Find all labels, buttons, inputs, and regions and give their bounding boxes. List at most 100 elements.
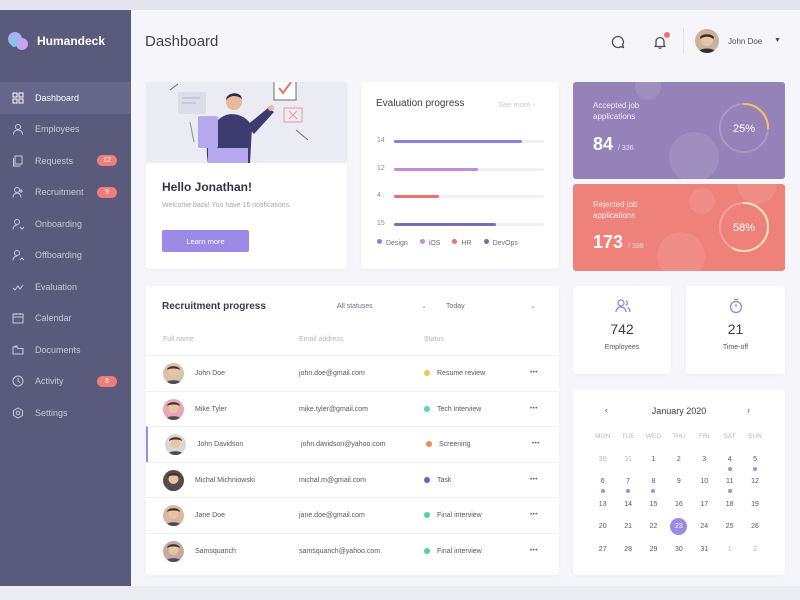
calendar-day[interactable]: 1 bbox=[651, 455, 656, 463]
calendar-day[interactable]: 16 bbox=[674, 500, 683, 508]
table-row[interactable]: John Davidson john.davidson@yahoo.com Scre… bbox=[146, 426, 559, 462]
prev-month-icon[interactable]: ‹ bbox=[605, 405, 608, 415]
calendar-day[interactable]: 28 bbox=[624, 545, 632, 553]
more-options-icon[interactable]: ••• bbox=[530, 476, 538, 483]
calendar-day[interactable]: 31 bbox=[624, 455, 632, 463]
calendar-day[interactable]: 7 bbox=[615, 475, 640, 498]
evaluation-bar-track bbox=[394, 167, 544, 171]
calendar-day[interactable]: 21 bbox=[624, 523, 632, 530]
user-avatar[interactable] bbox=[695, 29, 719, 53]
welcome-message: Welcome back! You have 16 notifications. bbox=[162, 202, 292, 209]
bell-icon[interactable] bbox=[652, 34, 668, 50]
event-dot-icon bbox=[600, 489, 605, 493]
calendar-day[interactable]: 25 bbox=[725, 523, 734, 530]
more-options-icon[interactable]: ••• bbox=[530, 405, 538, 412]
calendar-day[interactable]: 29 bbox=[649, 545, 658, 553]
date-filter-select[interactable]: Today ⌄ bbox=[446, 302, 536, 311]
top-strip bbox=[0, 0, 800, 10]
calendar-day[interactable]: 19 bbox=[751, 500, 759, 508]
candidate-name: Samsquanch bbox=[195, 547, 236, 555]
calendar-day[interactable]: 24 bbox=[700, 523, 709, 530]
sidebar-item-employees[interactable]: Employees bbox=[0, 114, 131, 146]
calendar-day[interactable]: 12 bbox=[751, 478, 759, 485]
sidebar-item-offboarding[interactable]: Offboarding bbox=[0, 240, 131, 272]
col-header-name[interactable]: Full name bbox=[163, 336, 194, 343]
calendar-day[interactable]: 5 bbox=[742, 453, 767, 476]
employees-card[interactable]: 742 Employees bbox=[573, 286, 671, 374]
col-header-email[interactable]: Email address bbox=[299, 336, 344, 343]
logo[interactable]: Humandeck bbox=[8, 30, 105, 52]
calendar-week: 20 21 22 23 24 25 26 bbox=[590, 518, 768, 543]
sidebar-item-onboarding[interactable]: Onboarding bbox=[0, 208, 131, 240]
sidebar-item-evaluation[interactable]: Evaluation bbox=[0, 271, 131, 303]
calendar-day[interactable]: 2 bbox=[676, 455, 681, 463]
calendar-day[interactable]: 18 bbox=[725, 500, 734, 508]
col-header-status[interactable]: Status bbox=[424, 336, 444, 343]
learn-more-button[interactable]: Learn more bbox=[162, 230, 249, 252]
user-menu-caret-icon[interactable]: ▼ bbox=[774, 37, 781, 44]
evaluation-count: 14 bbox=[377, 137, 385, 144]
status-dot-icon bbox=[424, 405, 430, 412]
table-row[interactable]: Jane Doe jane.doe@gmail.com Final intervie… bbox=[146, 497, 559, 533]
calendar-day[interactable]: 4 bbox=[717, 453, 742, 476]
calendar-day[interactable]: 23 bbox=[666, 518, 691, 543]
calendar-day[interactable]: 6 bbox=[590, 475, 615, 498]
calendar-day[interactable]: 2 bbox=[753, 545, 757, 553]
sidebar-item-settings[interactable]: Settings bbox=[0, 397, 131, 429]
calendar-day[interactable]: 9 bbox=[676, 478, 681, 485]
calendar-day[interactable]: 10 bbox=[700, 478, 709, 485]
sidebar-item-recruitment[interactable]: Recruitment 9 bbox=[0, 177, 131, 209]
table-row[interactable]: Samsquanch samsquanch@yahoo.com Final inte… bbox=[146, 532, 559, 569]
calendar-day[interactable]: 1 bbox=[727, 545, 732, 553]
evaluation-row: 4 bbox=[377, 192, 544, 200]
calendar-day[interactable]: 30 bbox=[598, 455, 607, 463]
calendar-day[interactable]: 27 bbox=[598, 545, 607, 553]
sidebar-item-requests[interactable]: Requests 12 bbox=[0, 145, 131, 177]
chat-icon[interactable] bbox=[610, 34, 626, 50]
more-options-icon[interactable]: ••• bbox=[532, 441, 540, 447]
timeoff-card[interactable]: 21 Time-off bbox=[686, 286, 785, 374]
candidate-status: Final interview bbox=[424, 547, 482, 555]
more-options-icon[interactable]: ••• bbox=[530, 547, 538, 554]
candidate-status: Task bbox=[424, 476, 451, 484]
evaluation-title: Evaluation progress bbox=[376, 98, 465, 109]
calendar-day[interactable]: 30 bbox=[674, 545, 683, 553]
user-icon bbox=[11, 123, 24, 136]
sidebar-item-documents[interactable]: Documents bbox=[0, 334, 131, 366]
accepted-applications-card[interactable]: Accepted job applications 84 / 336 25% bbox=[573, 82, 785, 179]
calendar-day[interactable]: 3 bbox=[702, 455, 707, 463]
calendar-day[interactable]: 26 bbox=[751, 523, 759, 530]
evaluation-card: Evaluation progress See more › 14 12 4 15 D… bbox=[361, 82, 559, 269]
sidebar-item-dashboard[interactable]: Dashboard bbox=[0, 82, 131, 114]
status-filter-select[interactable]: All statuses ⌄ bbox=[337, 302, 427, 311]
more-options-icon[interactable]: ••• bbox=[530, 512, 538, 518]
settings-icon bbox=[11, 406, 24, 419]
candidate-status: Final interview bbox=[424, 512, 482, 519]
calendar-day[interactable]: 14 bbox=[624, 500, 632, 508]
calendar-day[interactable]: 17 bbox=[700, 500, 709, 508]
next-month-icon[interactable]: › bbox=[747, 405, 750, 415]
more-options-icon[interactable]: ••• bbox=[530, 370, 538, 376]
avatar bbox=[165, 434, 186, 455]
table-row[interactable]: Mike Tyler mike.tyler@gmail.com Tech inter… bbox=[146, 390, 559, 427]
table-row[interactable]: John Doe john.doe@gmail.com Resume review •… bbox=[146, 355, 559, 391]
see-more-link[interactable]: See more › bbox=[498, 100, 536, 109]
calendar-card: ‹ January 2020 › MON TUE WED THU FRI SAT SUN 30… bbox=[573, 389, 785, 575]
calendar-week: 13 14 15 16 17 18 19 bbox=[590, 498, 768, 521]
calendar-day[interactable]: 13 bbox=[598, 500, 607, 508]
calendar-day[interactable]: 22 bbox=[649, 523, 658, 530]
sidebar-item-calendar[interactable]: Calendar bbox=[0, 303, 131, 335]
sidebar-item-label: Requests bbox=[35, 155, 74, 166]
sidebar-item-label: Offboarding bbox=[35, 250, 82, 261]
calendar-day[interactable]: 31 bbox=[700, 545, 709, 553]
table-row[interactable]: Michal Michniowski michal.m@gmail.com Task… bbox=[146, 461, 559, 498]
candidate-name: John Doe bbox=[195, 370, 225, 377]
sidebar-item-activity[interactable]: Activity 5 bbox=[0, 366, 131, 398]
rejected-applications-card[interactable]: Rejected job applications 173 / 336 58% bbox=[573, 184, 785, 271]
user-name[interactable]: John Doe bbox=[728, 37, 763, 46]
candidate-name: Jane Doe bbox=[195, 512, 225, 519]
calendar-day[interactable]: 11 bbox=[717, 475, 742, 498]
calendar-day[interactable]: 8 bbox=[641, 475, 666, 498]
calendar-day[interactable]: 20 bbox=[598, 523, 607, 530]
calendar-day[interactable]: 15 bbox=[649, 500, 658, 508]
